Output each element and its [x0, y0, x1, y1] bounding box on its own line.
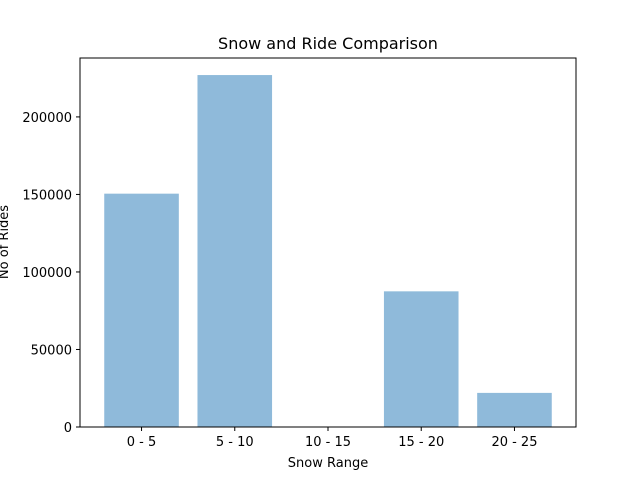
bar-3: [383, 291, 459, 427]
x-tick-label-3: 15 - 20: [398, 435, 444, 450]
y-axis-label: No of Rides: [0, 205, 12, 279]
y-tick-label-2: 100000: [22, 266, 72, 281]
x-axis-label: Snow Range: [288, 456, 368, 471]
bar-1: [197, 75, 273, 427]
x-axis-ticks: 0 - 5 5 - 10 10 - 15 15 - 20 20 - 25: [127, 427, 537, 450]
x-tick-label-2: 10 - 15: [305, 435, 351, 450]
plot-frame: [79, 57, 577, 428]
x-tick-label-4: 20 - 25: [491, 435, 537, 450]
chart-title: Snow and Ride Comparison: [218, 34, 438, 53]
bars-group: [104, 75, 552, 427]
y-tick-label-3: 150000: [22, 188, 72, 203]
y-tick-label-1: 50000: [31, 343, 72, 358]
y-axis-ticks: 0 50000 100000 150000 200000: [22, 111, 80, 436]
y-tick-label-0: 0: [64, 421, 72, 436]
y-tick-label-4: 200000: [22, 111, 72, 126]
bar-4: [477, 392, 552, 427]
bar-0: [104, 193, 179, 427]
x-tick-label-0: 0 - 5: [127, 435, 157, 450]
x-tick-label-1: 5 - 10: [216, 435, 254, 450]
